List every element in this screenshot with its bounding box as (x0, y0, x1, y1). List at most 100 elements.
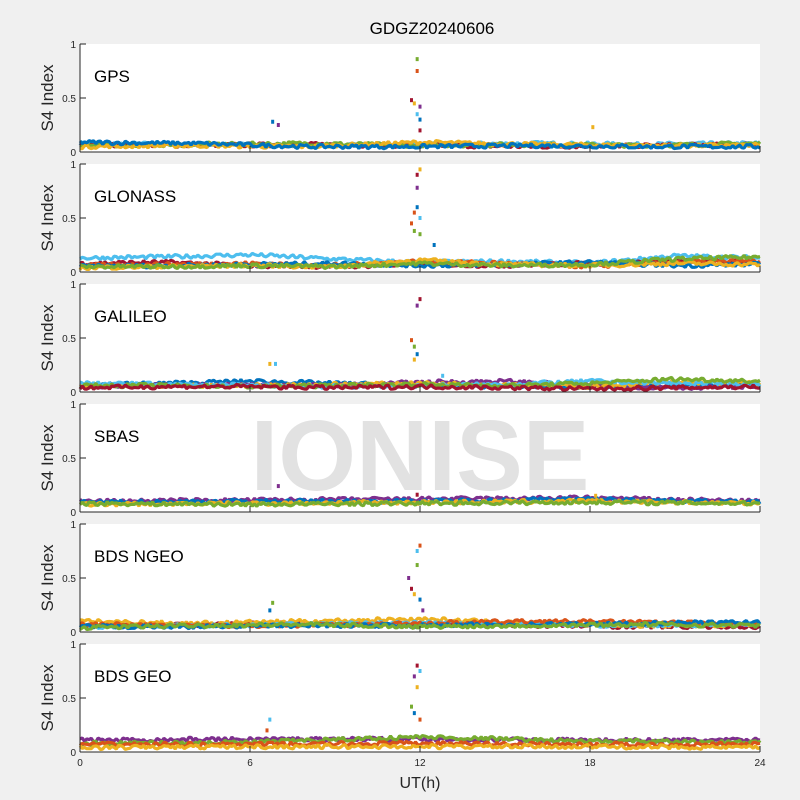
spike-point (418, 117, 422, 122)
y-tick-label: 0 (70, 388, 76, 399)
satellite-series-5 (78, 382, 760, 392)
spike-point (418, 717, 422, 722)
spike-point (418, 216, 422, 220)
y-tick-label: 0 (70, 628, 76, 639)
panel-glonass: 0 0.5 1 GLONASS S4 Index (38, 160, 762, 279)
y-axis-label: S4 Index (38, 184, 57, 252)
y-tick-label: 1 (70, 640, 76, 651)
plot-area (80, 404, 760, 512)
spike-point (415, 185, 419, 190)
y-axis-label: S4 Index (38, 544, 57, 612)
spike-point (415, 112, 419, 117)
spike-point (418, 669, 422, 673)
panel-bds-geo: 0 0.5 1 0 6 12 18 24 BDS GEO S4 Index (38, 640, 766, 769)
y-tick-label: 0.5 (62, 94, 76, 105)
panel-title: GPS (94, 67, 130, 86)
spike-point (418, 128, 422, 133)
spike-point (415, 205, 419, 210)
x-axis-label: UT(h) (400, 775, 441, 792)
panel-galileo: 0 0.5 1 GALILEO S4 Index (38, 280, 762, 399)
satellite-series-3 (79, 139, 760, 151)
panel-sbas: 0 0.5 1 SBAS S4 Index (38, 400, 762, 519)
spike-point (271, 600, 275, 605)
satellite-series-5 (79, 620, 761, 632)
y-tick-label: 1 (70, 40, 76, 51)
panel-title: BDS NGEO (94, 547, 184, 566)
y-tick-label: 1 (70, 280, 76, 291)
panel-title: GALILEO (94, 307, 167, 326)
spike-point (441, 373, 445, 378)
spike-point (412, 210, 416, 215)
spike-point (415, 303, 419, 308)
spike-point (276, 484, 280, 489)
spike-point (410, 98, 413, 103)
y-axis-label: S4 Index (38, 304, 57, 372)
spike-point (271, 119, 275, 124)
y-tick-label: 0.5 (62, 694, 76, 705)
spike-point (410, 221, 413, 226)
spike-point (412, 592, 416, 597)
spike-point (407, 576, 411, 580)
spike-point (421, 608, 425, 613)
x-tick-label: 0 (77, 758, 83, 769)
x-tick-label: 12 (414, 758, 426, 769)
y-axis-label: S4 Index (38, 424, 57, 492)
spike-point (415, 69, 419, 73)
spike-point (276, 123, 280, 127)
spike-point (412, 344, 416, 349)
y-tick-label: 0.5 (62, 214, 76, 225)
spike-point (418, 167, 422, 172)
panel-title: GLONASS (94, 187, 176, 206)
spike-point (410, 338, 413, 343)
y-tick-label: 1 (70, 400, 76, 411)
spike-point (412, 674, 416, 679)
spike-point (268, 361, 272, 366)
y-tick-label: 0 (70, 748, 76, 759)
spike-point (415, 685, 419, 690)
plot-area (80, 284, 760, 392)
plot-area (80, 44, 760, 152)
spike-point (432, 243, 436, 247)
spike-point (415, 492, 419, 497)
plot-area (80, 644, 760, 752)
satellite-series-3 (78, 499, 760, 508)
y-axis-label: S4 Index (38, 64, 57, 132)
y-tick-label: 0.5 (62, 334, 76, 345)
spike-point (418, 232, 422, 237)
spike-point (274, 361, 277, 366)
satellite-series-5 (79, 254, 761, 270)
spike-point (418, 297, 422, 302)
spike-point (418, 597, 422, 602)
y-tick-label: 0 (70, 148, 76, 159)
y-tick-label: 0 (70, 268, 76, 279)
spike-point (412, 711, 416, 716)
y-tick-label: 0.5 (62, 574, 76, 585)
panel-title: SBAS (94, 427, 139, 446)
y-tick-label: 1 (70, 520, 76, 531)
plot-area (80, 524, 760, 632)
spike-point (410, 586, 413, 591)
spike-point (594, 493, 598, 498)
y-tick-label: 0 (70, 508, 76, 519)
y-tick-label: 0.5 (62, 454, 76, 465)
spike-point (410, 704, 413, 709)
spike-point (415, 549, 419, 553)
x-tick-label: 18 (584, 758, 596, 769)
spike-point (415, 563, 419, 568)
y-tick-label: 1 (70, 160, 76, 171)
panel-title: BDS GEO (94, 667, 171, 686)
x-tick-label: 6 (247, 758, 253, 769)
spike-point (591, 125, 595, 130)
spike-point (418, 543, 422, 548)
x-tick-label: 24 (754, 758, 766, 769)
spike-point (268, 608, 272, 613)
spike-point (418, 104, 422, 109)
y-axis-label: S4 Index (38, 664, 57, 732)
watermark: IONISE (251, 400, 590, 512)
spike-point (415, 57, 419, 62)
panel-bds-ngeo: 0 0.5 1 BDS NGEO S4 Index (38, 520, 762, 639)
spike-point (265, 728, 269, 733)
spike-point (268, 717, 272, 722)
